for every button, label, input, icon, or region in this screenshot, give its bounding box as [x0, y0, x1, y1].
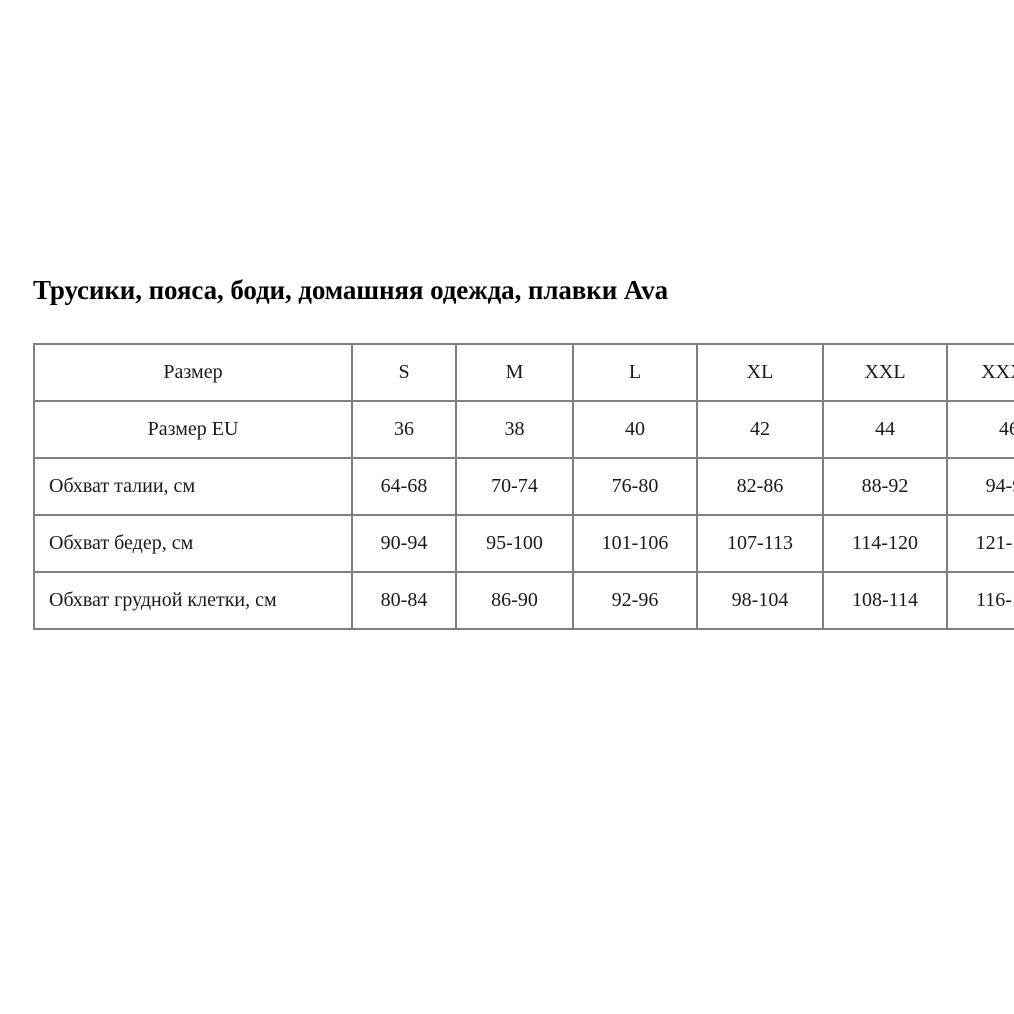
row-label-waist: Обхват талии, см	[33, 457, 353, 516]
table-row-size-eu: Размер EU 36 38 40 42 44 46	[33, 400, 1014, 459]
cell-eu-xl: 42	[696, 400, 824, 459]
table-row-hips: Обхват бедер, см 90-94 95-100 101-106 10…	[33, 514, 1014, 573]
cell-size-m: M	[455, 343, 574, 402]
table-row-waist: Обхват талии, см 64-68 70-74 76-80 82-86…	[33, 457, 1014, 516]
row-label-size: Размер	[33, 343, 353, 402]
cell-hips-s: 90-94	[351, 514, 457, 573]
cell-size-l: L	[572, 343, 698, 402]
cell-eu-xxxl: 46	[946, 400, 1014, 459]
cell-hips-l: 101-106	[572, 514, 698, 573]
size-chart-table: Размер S M L XL XXL XXXL Размер EU 36 38…	[33, 343, 1014, 630]
cell-waist-xl: 82-86	[696, 457, 824, 516]
cell-chest-xxxl: 116-122	[946, 571, 1014, 630]
cell-waist-l: 76-80	[572, 457, 698, 516]
size-table-container: Размер S M L XL XXL XXXL Размер EU 36 38…	[33, 343, 1014, 630]
cell-chest-xl: 98-104	[696, 571, 824, 630]
cell-hips-xl: 107-113	[696, 514, 824, 573]
cell-size-xxl: XXL	[822, 343, 948, 402]
cell-hips-xxl: 114-120	[822, 514, 948, 573]
cell-waist-m: 70-74	[455, 457, 574, 516]
cell-waist-xxxl: 94-98	[946, 457, 1014, 516]
cell-size-s: S	[351, 343, 457, 402]
cell-size-xl: XL	[696, 343, 824, 402]
row-label-hips: Обхват бедер, см	[33, 514, 353, 573]
row-label-chest: Обхват грудной клетки, см	[33, 571, 353, 630]
cell-size-xxxl: XXXL	[946, 343, 1014, 402]
row-label-size-eu: Размер EU	[33, 400, 353, 459]
page-title: Трусики, пояса, боди, домашняя одежда, п…	[33, 275, 669, 305]
cell-hips-m: 95-100	[455, 514, 574, 573]
cell-waist-xxl: 88-92	[822, 457, 948, 516]
table-row-chest: Обхват грудной клетки, см 80-84 86-90 92…	[33, 571, 1014, 630]
cell-eu-xxl: 44	[822, 400, 948, 459]
cell-eu-l: 40	[572, 400, 698, 459]
cell-chest-m: 86-90	[455, 571, 574, 630]
cell-chest-xxl: 108-114	[822, 571, 948, 630]
cell-eu-m: 38	[455, 400, 574, 459]
cell-waist-s: 64-68	[351, 457, 457, 516]
cell-chest-l: 92-96	[572, 571, 698, 630]
cell-chest-s: 80-84	[351, 571, 457, 630]
cell-eu-s: 36	[351, 400, 457, 459]
size-table-body: Размер S M L XL XXL XXXL Размер EU 36 38…	[33, 343, 1014, 630]
cell-hips-xxxl: 121-128	[946, 514, 1014, 573]
table-row-size: Размер S M L XL XXL XXXL	[33, 343, 1014, 402]
